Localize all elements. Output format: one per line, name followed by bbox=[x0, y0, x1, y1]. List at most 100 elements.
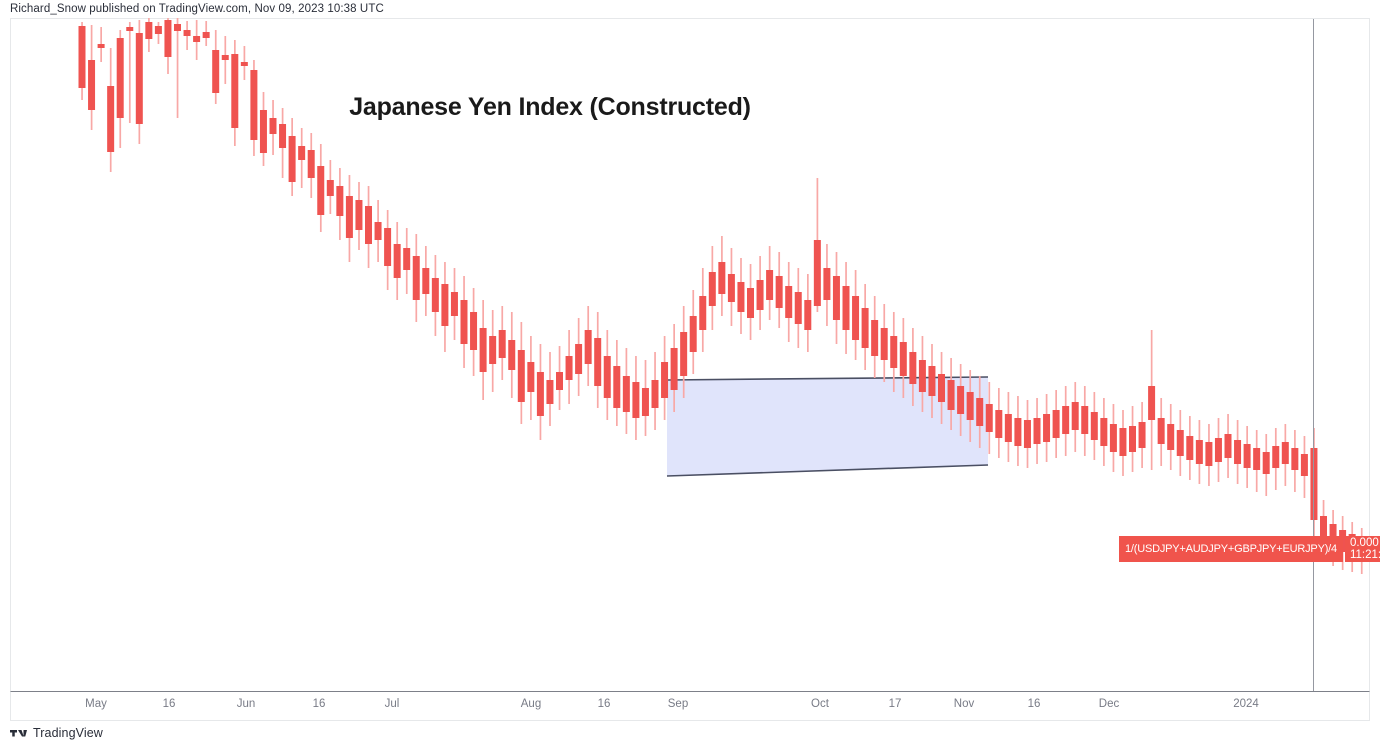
candle bbox=[737, 258, 745, 334]
x-axis-tick-may: May bbox=[85, 698, 107, 710]
candle-body bbox=[365, 206, 372, 244]
candle-body bbox=[536, 372, 544, 416]
candle-body bbox=[909, 352, 917, 384]
candle bbox=[670, 324, 678, 412]
candle-body bbox=[174, 24, 181, 31]
candle-body bbox=[1176, 430, 1184, 456]
candle bbox=[1214, 418, 1222, 482]
candle bbox=[336, 168, 344, 240]
candle bbox=[918, 336, 926, 412]
candle bbox=[957, 364, 965, 436]
candle-body bbox=[1014, 418, 1022, 446]
last-price-value: 0.000 bbox=[1349, 537, 1379, 549]
candle bbox=[1320, 500, 1327, 560]
candle bbox=[393, 222, 401, 300]
candle-body bbox=[279, 124, 287, 148]
candle bbox=[556, 346, 563, 410]
candle-body bbox=[708, 272, 716, 306]
candle bbox=[1176, 410, 1184, 476]
candle-wick bbox=[128, 22, 131, 123]
chart-plot-area[interactable] bbox=[10, 18, 1370, 692]
candle bbox=[479, 300, 487, 400]
candle-body bbox=[1291, 448, 1299, 470]
candle-body bbox=[651, 380, 659, 408]
candle-body bbox=[1234, 440, 1242, 464]
candle-body bbox=[97, 44, 105, 48]
candle bbox=[174, 18, 181, 118]
candle bbox=[852, 270, 860, 360]
candle-body bbox=[1071, 402, 1079, 430]
candle-body bbox=[603, 356, 611, 398]
candle-body bbox=[498, 330, 506, 358]
candle-body bbox=[556, 372, 563, 390]
candle bbox=[1100, 398, 1108, 466]
candle bbox=[1234, 420, 1242, 484]
candle-body bbox=[1272, 446, 1280, 468]
candle bbox=[517, 322, 525, 424]
candle bbox=[603, 330, 611, 420]
candle-body bbox=[298, 146, 306, 160]
consolidation-range-bottom-line[interactable] bbox=[666, 464, 989, 477]
candle-body bbox=[718, 262, 726, 294]
candle bbox=[307, 133, 315, 198]
candle bbox=[450, 268, 458, 340]
candle bbox=[116, 30, 124, 148]
candle-body bbox=[613, 366, 621, 408]
candle-body bbox=[1262, 452, 1270, 474]
candle bbox=[78, 22, 86, 100]
candle bbox=[909, 328, 917, 406]
candle bbox=[412, 234, 420, 322]
candle bbox=[1138, 402, 1146, 468]
candle bbox=[1224, 414, 1232, 478]
candle bbox=[842, 262, 850, 354]
tradingview-logo-icon bbox=[10, 730, 27, 737]
candle bbox=[575, 318, 583, 396]
candle bbox=[813, 178, 821, 312]
candle-body bbox=[336, 186, 344, 216]
candle bbox=[804, 274, 812, 352]
candle-body bbox=[985, 404, 993, 432]
candle-wick bbox=[176, 18, 179, 118]
candle-body bbox=[804, 300, 812, 330]
consolidation-range-fill[interactable] bbox=[667, 377, 988, 476]
candle-body bbox=[431, 278, 439, 312]
candle bbox=[1300, 436, 1308, 498]
candle-body bbox=[183, 30, 191, 36]
candle bbox=[689, 290, 697, 374]
candle-body bbox=[1138, 422, 1146, 448]
candle-body bbox=[823, 268, 831, 300]
candle bbox=[632, 356, 640, 440]
candle-body bbox=[1109, 424, 1117, 452]
candle bbox=[1148, 330, 1156, 470]
candle-body bbox=[193, 36, 201, 42]
candle-body bbox=[259, 110, 267, 153]
candle-body bbox=[317, 166, 325, 215]
candle-body bbox=[393, 244, 401, 278]
candle bbox=[1119, 410, 1127, 476]
candle bbox=[193, 20, 201, 60]
candle-body bbox=[1224, 434, 1232, 458]
candle-body bbox=[928, 366, 936, 396]
candle-body bbox=[384, 228, 392, 266]
candle-body bbox=[871, 320, 879, 356]
candle bbox=[1157, 398, 1165, 466]
candle bbox=[1167, 404, 1175, 470]
time-axis[interactable]: May 16 Jun 16 Jul Aug 16 Sep Oct 17 Nov 16 Dec 2024 bbox=[10, 691, 1370, 721]
last-price-time: 11:21:01 bbox=[1349, 549, 1380, 561]
candle-body bbox=[240, 62, 248, 66]
tradingview-footer[interactable]: TradingView bbox=[10, 726, 103, 740]
candle bbox=[680, 306, 688, 398]
candle-body bbox=[355, 200, 363, 230]
price-label-group[interactable]: 1/(USDJPY+AUDJPY+GBPJPY+EURJPY)/4 0.000 … bbox=[1119, 536, 1380, 562]
candle-body bbox=[1119, 428, 1127, 456]
candle bbox=[1195, 420, 1203, 484]
candle-body bbox=[1148, 386, 1156, 420]
candle-body bbox=[250, 70, 258, 140]
x-axis-tick-nov: Nov bbox=[953, 698, 975, 710]
candle bbox=[966, 370, 974, 442]
x-axis-tick-16: 16 bbox=[162, 698, 176, 710]
candle bbox=[135, 20, 143, 144]
candle bbox=[1081, 386, 1089, 456]
candle bbox=[947, 358, 955, 430]
candle bbox=[1062, 386, 1070, 456]
